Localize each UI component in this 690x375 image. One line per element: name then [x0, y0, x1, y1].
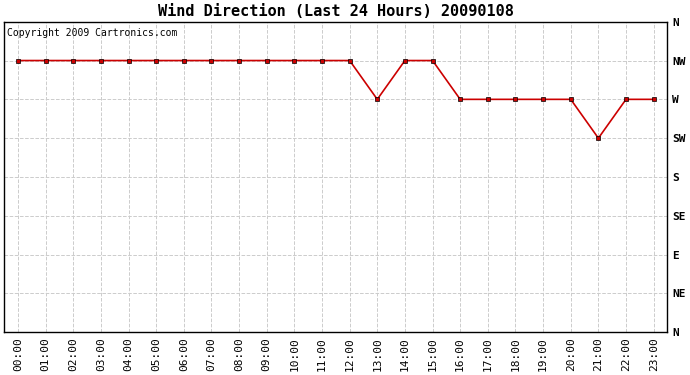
Title: Wind Direction (Last 24 Hours) 20090108: Wind Direction (Last 24 Hours) 20090108 [158, 4, 514, 19]
Text: Copyright 2009 Cartronics.com: Copyright 2009 Cartronics.com [8, 28, 178, 38]
